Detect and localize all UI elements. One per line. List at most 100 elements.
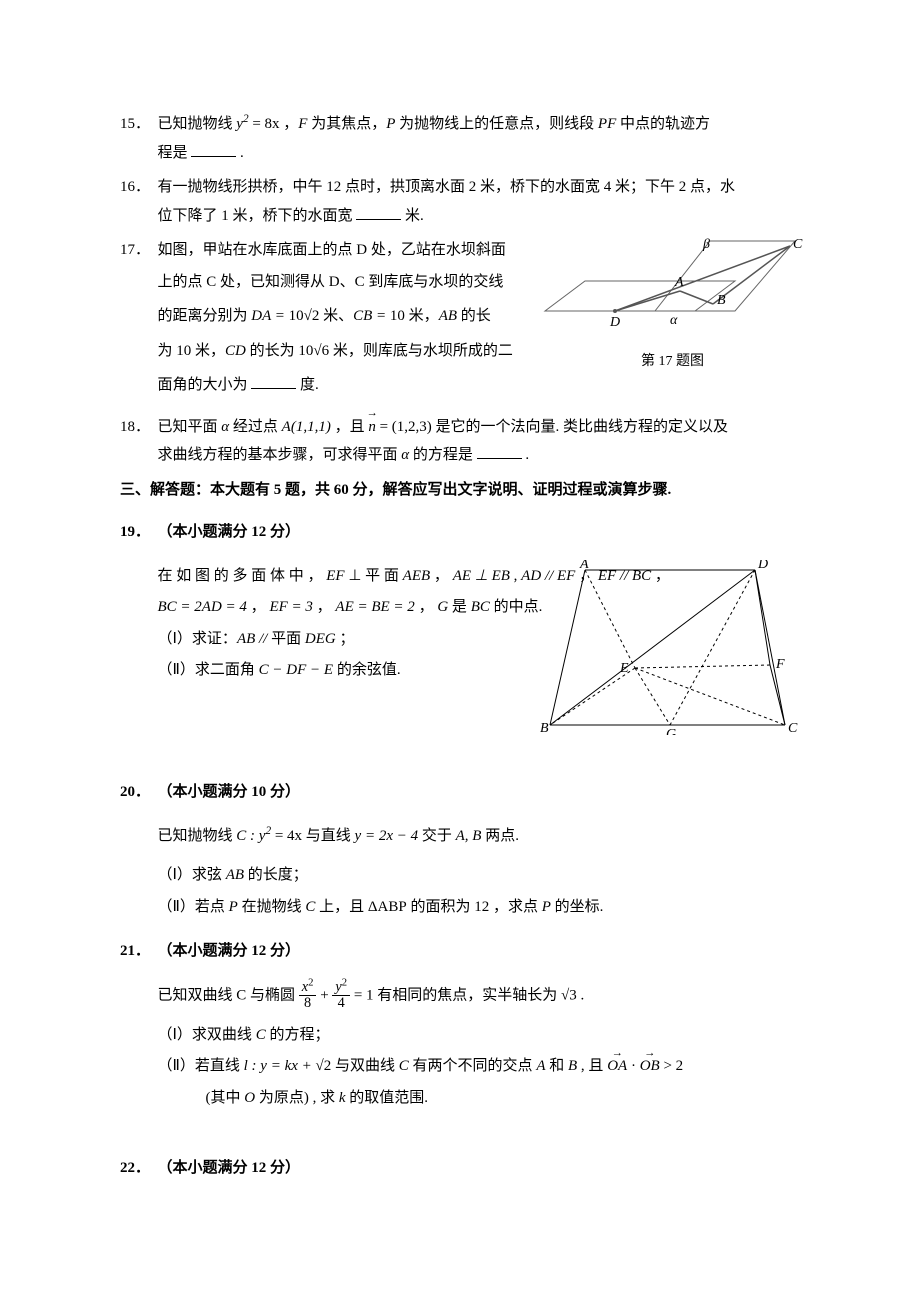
q21-p1b: 的方程；: [266, 1027, 330, 1043]
q19-l2h: 的中点.: [490, 599, 543, 615]
q20-p2: P: [542, 899, 551, 915]
q18-num: 18．: [120, 413, 158, 442]
q17-caption: 第 17 题图: [535, 349, 810, 376]
q19-l2f: ，: [415, 599, 438, 615]
q17-da-val: 10: [289, 308, 304, 324]
question-15: 15．已知抛物线 y2 = 8x ，F 为其焦点，P 为抛物线上的任意点，则线段…: [120, 110, 810, 167]
q17-cd-val: 10: [298, 343, 313, 359]
q19-num: 19．: [120, 518, 158, 547]
q17-num: 17．: [120, 236, 158, 265]
q21-c: C: [256, 1027, 266, 1043]
q17-da: DA =: [251, 308, 288, 324]
label-D: D: [757, 560, 768, 572]
q19-aeb: AEB: [403, 568, 431, 584]
q17-blank: [251, 374, 296, 389]
q21-p2e: , 且: [577, 1058, 607, 1074]
q15-rhs: = 8x: [249, 116, 280, 132]
q17-figure: D A B C α β 第 17 题图: [535, 226, 810, 375]
q17-line5a: 面角的大小为: [158, 377, 252, 393]
q19-p2a: （Ⅱ）求二面角: [158, 662, 259, 678]
label-C: C: [793, 237, 803, 252]
q19-c2: ,: [510, 568, 521, 584]
q19-diagram-svg: A D B C E F G: [540, 560, 800, 735]
q21-l3b: 为原点) , 求: [255, 1090, 339, 1106]
q19-l2d: ，: [313, 599, 336, 615]
q18-vec-n-val: = (1,2,3): [376, 419, 432, 435]
q21-ob: OB: [640, 1051, 660, 1083]
q15-text-d: 为抛物线上的任意点，则线段: [395, 116, 598, 132]
q19-c1: ，: [430, 568, 453, 584]
q19-p1b: AB //: [237, 631, 271, 647]
q20-l1g: A, B: [456, 828, 482, 844]
q22-num: 22．: [120, 1154, 158, 1183]
q20-p2d: 的面积为 12 ，求点: [407, 899, 542, 915]
label-B: B: [540, 721, 549, 735]
q21-num: 21．: [120, 937, 158, 966]
q19-l2e: AE = BE = 2: [335, 599, 414, 615]
q21-p2c: 有两个不同的交点: [409, 1058, 537, 1074]
q18-text-c: ，且: [331, 419, 369, 435]
q17-da-sqrt: √2: [304, 308, 320, 324]
q20-l1f: 交于: [418, 828, 456, 844]
question-20: 20．（本小题满分 10 分） 已知抛物线 C : y2 = 4x 与直线 y …: [120, 778, 810, 923]
label-B: B: [717, 293, 726, 308]
q21-f1d: 8: [299, 996, 317, 1012]
q21-p2d: 和: [545, 1058, 568, 1074]
q17-line4c: 米，则库底与水坝所成的二: [329, 343, 513, 359]
question-21: 21．（本小题满分 12 分） 已知双曲线 C 与椭圆 x28 + y24 = …: [120, 937, 810, 1114]
question-22: 22．（本小题满分 12 分）: [120, 1154, 810, 1183]
q20-l1b: C : y: [236, 828, 265, 844]
q19-p1e: ；: [336, 631, 355, 647]
q19-l2c: EF = 3: [269, 599, 312, 615]
label-D: D: [609, 315, 620, 330]
q18-blank: [477, 444, 522, 459]
question-19: 19．（本小题满分 12 分） A D B C E F G 在 如 图 的 多 …: [120, 518, 810, 748]
q21-l1c: .: [577, 987, 585, 1003]
q21-p2a: （Ⅱ）若直线: [158, 1058, 244, 1074]
q20-p2a: （Ⅱ）若点: [158, 899, 229, 915]
q17-line3a: 的距离分别为: [158, 308, 252, 324]
label-A: A: [674, 275, 684, 290]
q21-f2e: 2: [342, 976, 347, 988]
q21-c2: C: [399, 1058, 409, 1074]
q15-blank: [191, 142, 236, 157]
q21-f2d: 4: [332, 996, 350, 1012]
q19-perp: ⊥ 平 面: [345, 568, 403, 584]
q20-c: C: [305, 899, 315, 915]
q19-l2g: 是: [448, 599, 471, 615]
q19-g: G: [437, 599, 448, 615]
q19-l2b: ，: [247, 599, 270, 615]
label-C: C: [788, 721, 798, 735]
q21-sqrt2: √2: [316, 1058, 332, 1074]
label-E: E: [619, 661, 629, 676]
q21-dot: ·: [627, 1058, 640, 1074]
q21-f1e: 2: [308, 976, 313, 988]
q21-gt: > 2: [660, 1058, 683, 1074]
q16-text-b: 位下降了 1 米，桥下的水面宽: [158, 208, 357, 224]
q19-bc: BC: [471, 599, 490, 615]
q15-var-y: y: [236, 116, 243, 132]
label-alpha: α: [670, 313, 678, 328]
q16-text-a: 有一抛物线形拱桥，中午 12 点时，拱顶离水面 2 米，桥下的水面宽 4 米；下…: [158, 179, 736, 195]
q17-da-unit: 米、: [319, 308, 353, 324]
q21-l3a: (其中: [206, 1090, 245, 1106]
q17-cb-val: 10: [390, 308, 405, 324]
q20-l1e: y = 2x − 4: [355, 828, 419, 844]
question-17: D A B C α β 第 17 题图 17．如图，甲站在水库底面上的点 D 处…: [120, 236, 810, 403]
q19-p1a: （Ⅰ）求证：: [158, 631, 237, 647]
q16-text-c: 米.: [401, 208, 424, 224]
label-beta: β: [702, 237, 710, 252]
q21-sqrt3: √3: [561, 987, 577, 1003]
q17-line4b: 的长为: [246, 343, 299, 359]
q18-text-b: 经过点: [229, 419, 282, 435]
q20-p1b: 的长度；: [244, 867, 308, 883]
q18-pt-a: A(1,1,1): [282, 419, 331, 435]
q20-l1d: 与直线: [302, 828, 355, 844]
q17-ab-text: 的长: [457, 308, 491, 324]
q17-cd: CD: [225, 343, 246, 359]
q19-p2c: 的余弦值.: [333, 662, 401, 678]
q15-var-pf: PF: [598, 116, 616, 132]
q20-p2c: 上，且: [315, 899, 368, 915]
q19-figure: A D B C E F G: [540, 560, 800, 746]
q21-p2b: 与双曲线: [331, 1058, 399, 1074]
